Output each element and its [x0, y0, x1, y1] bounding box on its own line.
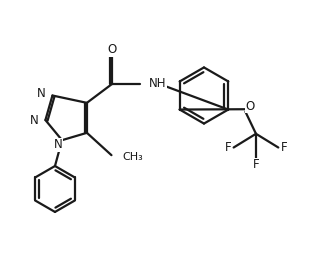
Text: O: O: [108, 43, 117, 57]
Text: N: N: [30, 114, 38, 127]
Text: NH: NH: [149, 77, 167, 90]
Text: N: N: [54, 139, 62, 151]
Text: F: F: [225, 141, 231, 154]
Text: N: N: [37, 87, 46, 100]
Text: F: F: [281, 141, 287, 154]
Text: O: O: [246, 100, 255, 112]
Text: CH₃: CH₃: [123, 152, 143, 162]
Text: F: F: [253, 158, 259, 171]
